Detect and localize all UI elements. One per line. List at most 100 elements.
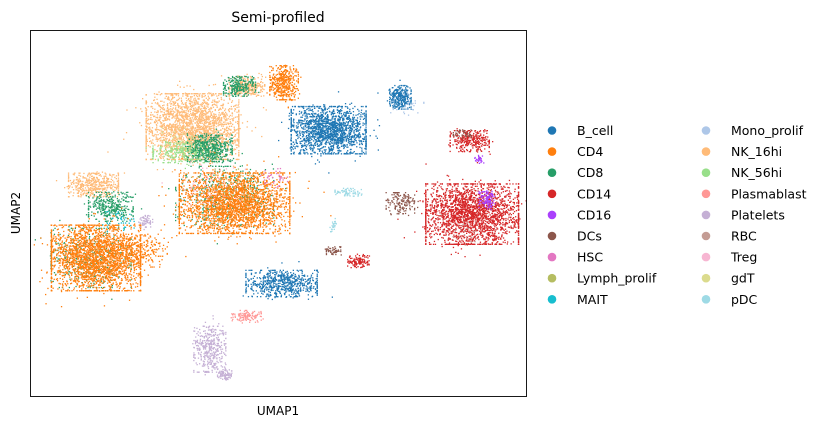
point [296, 277, 299, 279]
point [517, 218, 520, 221]
point [402, 96, 404, 98]
point [268, 281, 270, 283]
point [298, 276, 300, 278]
point [296, 280, 298, 282]
point [343, 146, 345, 148]
point [274, 285, 276, 287]
point [330, 142, 333, 144]
point [365, 121, 367, 124]
point [457, 214, 459, 216]
point [425, 226, 427, 228]
point [481, 203, 484, 205]
point [363, 140, 365, 142]
point [300, 137, 302, 140]
point [325, 137, 327, 139]
point [312, 148, 314, 150]
point [303, 275, 305, 277]
point [245, 269, 247, 271]
point [340, 142, 342, 145]
point [506, 205, 508, 208]
point [349, 120, 351, 122]
point [498, 210, 500, 212]
point [317, 140, 320, 142]
point [306, 148, 308, 151]
point [508, 195, 510, 197]
point [316, 143, 318, 145]
point [274, 280, 276, 283]
point [269, 286, 271, 288]
point [416, 190, 418, 192]
point [325, 149, 327, 151]
point [308, 140, 310, 142]
point [324, 118, 326, 120]
point [487, 188, 490, 190]
point [513, 207, 515, 209]
point [254, 284, 256, 286]
point [448, 196, 450, 199]
point [299, 119, 301, 121]
point [440, 205, 442, 207]
point [453, 183, 455, 185]
point [284, 285, 286, 287]
point [469, 211, 471, 213]
point [306, 135, 308, 137]
point [447, 223, 449, 225]
point [497, 204, 499, 206]
point [359, 127, 361, 129]
point [488, 222, 490, 225]
point [280, 288, 282, 291]
point [361, 116, 363, 118]
point [330, 133, 332, 135]
point [329, 143, 331, 146]
point [315, 112, 317, 115]
point [448, 218, 450, 220]
point [475, 208, 477, 210]
point [477, 193, 480, 195]
point [455, 197, 457, 199]
point [504, 224, 506, 226]
point [483, 208, 485, 210]
point [486, 204, 488, 207]
point [512, 221, 514, 223]
point [444, 198, 446, 200]
point [499, 219, 501, 222]
point [512, 222, 514, 224]
point [410, 90, 412, 93]
point [472, 239, 474, 242]
point [302, 282, 304, 284]
point [362, 151, 365, 154]
point [285, 291, 287, 293]
point [348, 116, 350, 118]
point [389, 100, 391, 103]
point [299, 288, 301, 290]
point [510, 214, 512, 216]
point [480, 232, 482, 234]
point [364, 147, 366, 150]
point [468, 199, 470, 201]
point [336, 109, 339, 111]
point [291, 274, 293, 276]
point [340, 105, 342, 108]
point [292, 148, 294, 150]
point [491, 221, 494, 223]
point [290, 272, 292, 274]
point [353, 126, 355, 129]
point [472, 220, 475, 222]
point [504, 223, 506, 225]
point [365, 121, 367, 123]
point [290, 119, 292, 122]
point [472, 238, 474, 241]
point [442, 188, 444, 191]
point [316, 279, 318, 282]
point [303, 144, 306, 146]
point [502, 187, 504, 189]
point [290, 126, 292, 128]
point [317, 130, 319, 132]
point [341, 141, 343, 144]
point [357, 130, 359, 132]
point [334, 115, 336, 118]
point [457, 194, 459, 196]
point [471, 200, 474, 202]
point [330, 105, 332, 108]
point [476, 205, 478, 208]
